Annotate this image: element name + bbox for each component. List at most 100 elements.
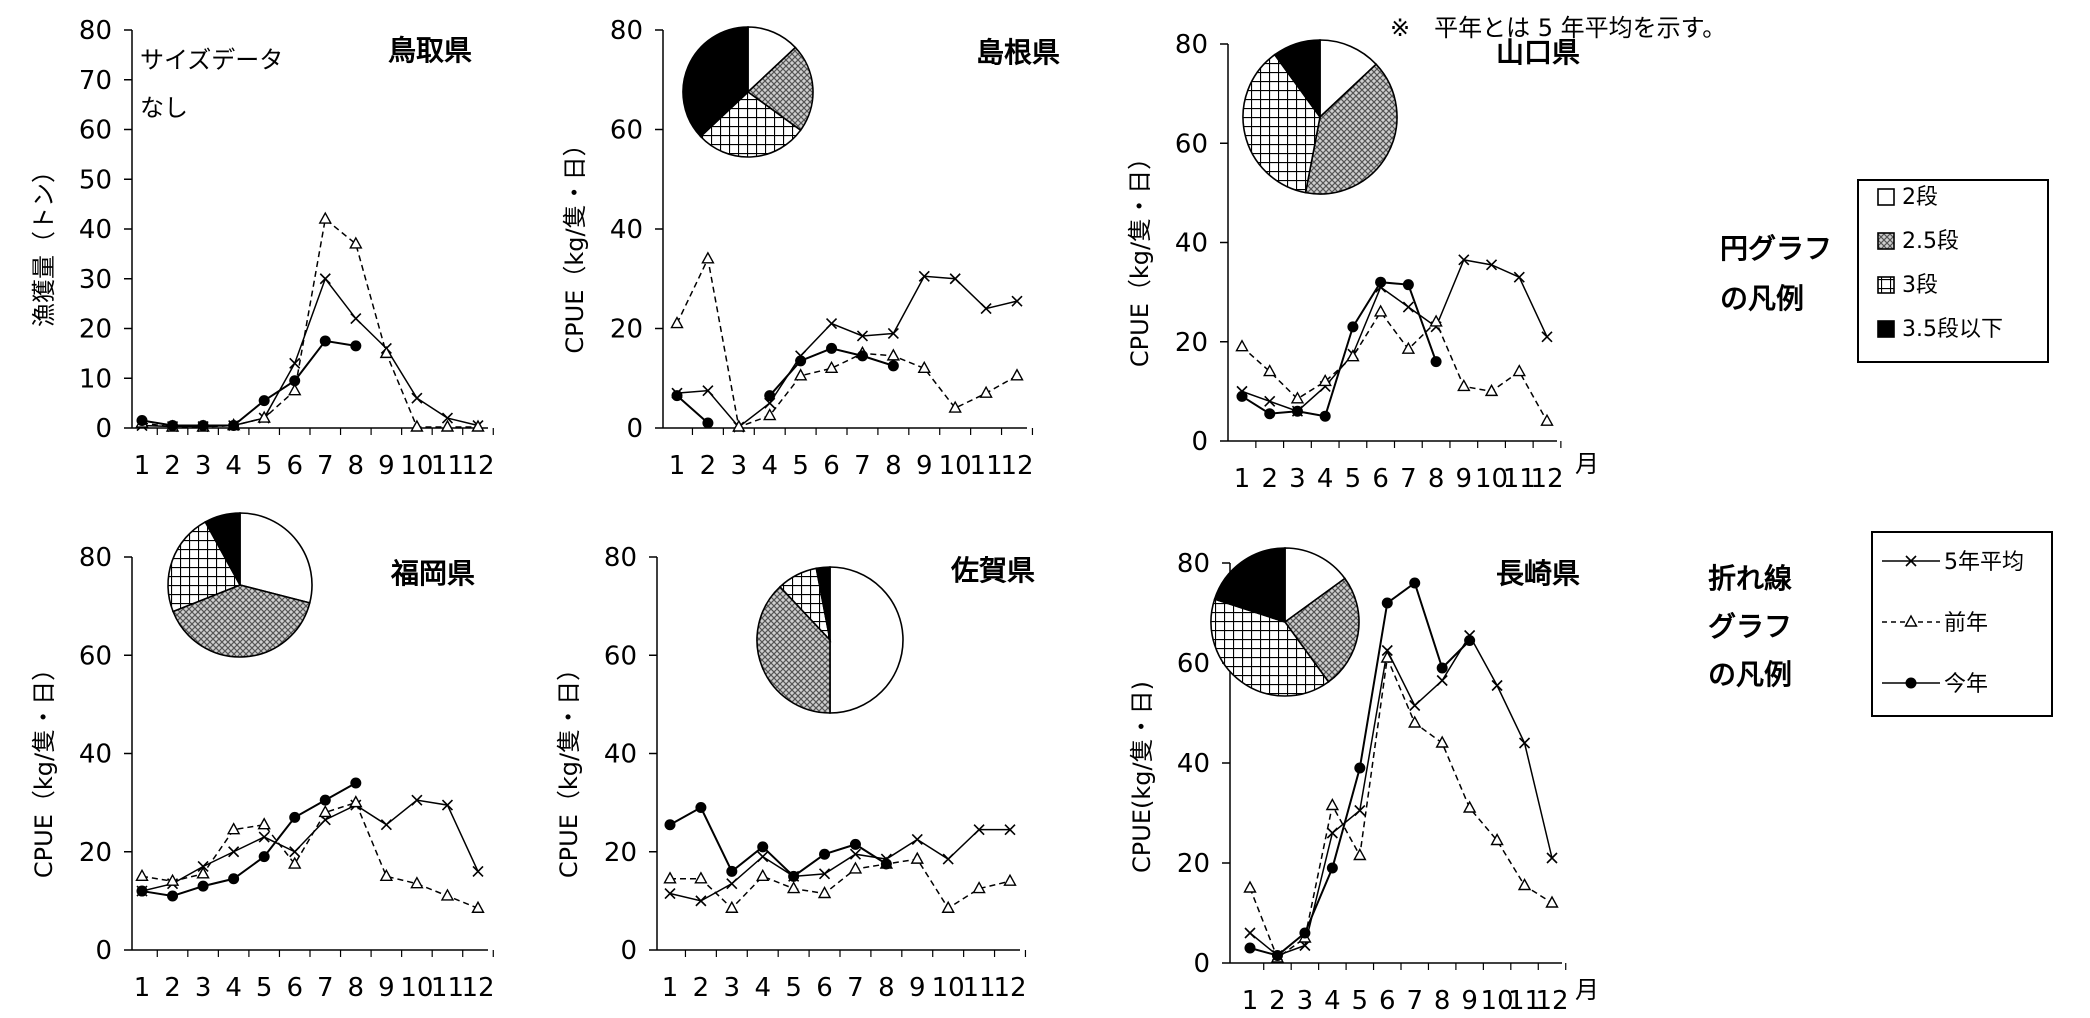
x-tick-label: 5 (1352, 986, 1369, 1016)
data-point (725, 900, 739, 913)
series-3 (1236, 276, 1442, 422)
data-point (257, 410, 271, 423)
y-tick-label: 20 (1175, 328, 1208, 358)
data-point (1485, 259, 1498, 271)
data-point (1325, 798, 1340, 811)
x-tick-label: 2 (693, 973, 710, 1003)
data-point (1299, 927, 1311, 939)
series-2 (1243, 650, 1559, 963)
y-tick-label: 70 (79, 66, 112, 96)
size-pie-chart (756, 566, 904, 714)
x-tick-label: 6 (1372, 464, 1389, 494)
x-tick-label: 12 (1000, 451, 1033, 481)
line-legend-marker (1904, 614, 1918, 627)
data-point (1326, 827, 1338, 839)
x-tick-label: 4 (1324, 986, 1341, 1016)
pie-slice (1242, 53, 1321, 194)
y-tick-label: 80 (79, 543, 112, 573)
x-tick-label: 10 (400, 451, 433, 481)
data-point (856, 350, 868, 362)
panel-annotation: なし (140, 94, 188, 122)
x-tick-label: 9 (909, 973, 926, 1003)
series-1 (136, 273, 484, 433)
data-point (1244, 942, 1256, 954)
data-point (763, 408, 777, 421)
x-tick-label: 8 (1434, 986, 1451, 1016)
x-tick-label: 9 (1461, 986, 1478, 1016)
data-point (350, 777, 362, 789)
data-point (197, 420, 209, 432)
data-point (826, 342, 838, 354)
size-pie-chart (682, 26, 814, 158)
data-point (887, 327, 899, 340)
pie-slice (1284, 547, 1346, 624)
data-point (1462, 800, 1477, 813)
data-point (1319, 410, 1331, 422)
data-point (289, 375, 301, 387)
data-point (319, 335, 331, 347)
x-tick-label: 8 (1428, 464, 1445, 494)
data-point (471, 419, 485, 432)
line-legend-title-3: の凡例 (1708, 658, 1792, 691)
data-point (288, 856, 302, 869)
data-point (410, 419, 424, 432)
data-point (1402, 279, 1414, 291)
series-1 (1236, 254, 1553, 417)
x-tick-label: 10 (1481, 986, 1514, 1016)
data-point (1264, 408, 1276, 420)
data-point (379, 868, 394, 882)
data-point (228, 420, 240, 432)
data-point (1375, 276, 1387, 288)
data-point (1326, 862, 1338, 874)
data-point (136, 885, 148, 897)
data-point (258, 831, 270, 843)
data-point (1004, 824, 1016, 836)
data-point (1353, 848, 1367, 861)
series-3 (1244, 577, 1476, 961)
data-point (1373, 304, 1388, 317)
data-point (1235, 339, 1249, 352)
x-tick-label: 1 (669, 451, 686, 481)
pie-slice (699, 90, 802, 158)
data-point (289, 811, 301, 823)
x-tick-label: 7 (317, 451, 334, 481)
data-point (350, 340, 362, 352)
pie-slice (1304, 63, 1398, 195)
x-tick-label: 2 (700, 451, 717, 481)
y-axis-label: CPUE（kg/隻・日） (30, 657, 58, 878)
y-tick-label: 30 (79, 265, 112, 295)
x-tick-label: 10 (400, 973, 433, 1003)
pie-legend-swatch (1877, 320, 1895, 338)
data-point (1545, 895, 1559, 908)
x-tick-label: 8 (885, 451, 902, 481)
data-point (1263, 364, 1277, 377)
y-tick-label: 0 (1193, 949, 1210, 979)
data-point (1354, 762, 1366, 774)
x-tick-label: 11 (963, 973, 996, 1003)
x-tick-label: 1 (1242, 986, 1259, 1016)
x-tick-label: 3 (195, 451, 212, 481)
x-tick-label: 12 (461, 451, 494, 481)
x-tick-label: 1 (1234, 464, 1251, 494)
x-tick-label: 7 (1400, 464, 1417, 494)
series-1 (136, 794, 484, 897)
series-3 (136, 777, 362, 902)
pie-slice (239, 512, 313, 604)
pie-slice (682, 26, 749, 138)
data-point (257, 817, 271, 830)
data-point (819, 848, 831, 860)
y-tick-label: 0 (95, 414, 112, 444)
data-point (1484, 383, 1499, 397)
series-3 (664, 802, 892, 882)
data-point (1409, 577, 1421, 589)
pie-slice (1273, 39, 1321, 120)
pie-legend-swatch (1877, 188, 1895, 206)
panel-title: 福岡県 (390, 557, 475, 590)
y-tick-label: 60 (1175, 129, 1208, 159)
line-legend-box (1871, 531, 2053, 717)
data-point (411, 392, 423, 404)
data-point (825, 317, 838, 330)
data-point (1264, 395, 1276, 407)
